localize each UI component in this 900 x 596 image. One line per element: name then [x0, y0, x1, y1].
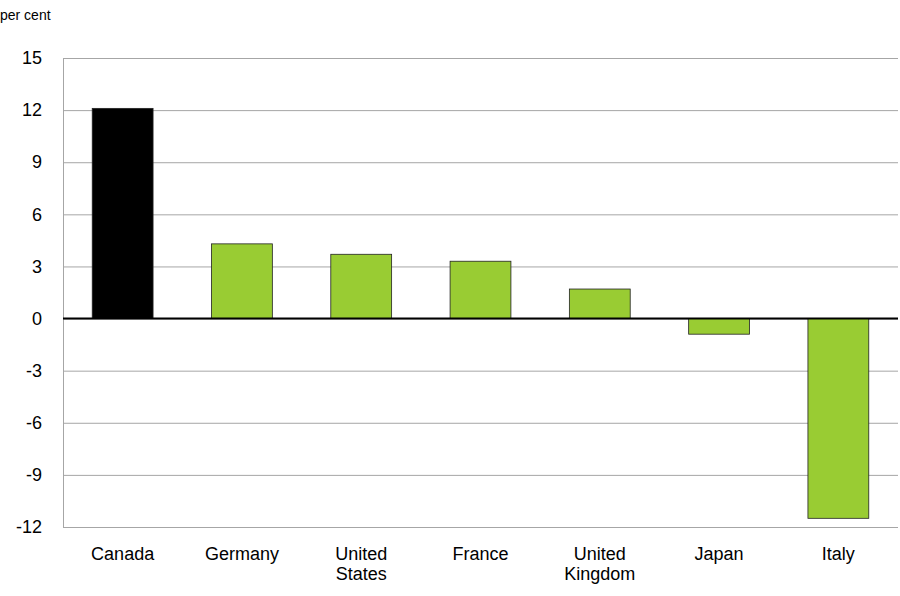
bar — [92, 108, 153, 318]
zero-line — [63, 318, 898, 320]
x-tick-label-line: United — [335, 544, 387, 564]
y-tick: -6 — [26, 413, 898, 433]
x-tick-label: Japan — [695, 544, 744, 564]
x-tick: Canada — [91, 527, 155, 564]
grid-line — [63, 214, 898, 215]
y-tick-label: 15 — [22, 48, 42, 68]
bar — [331, 254, 392, 318]
x-tick-label-line: United — [574, 544, 626, 564]
x-tick-label-line: Canada — [91, 544, 155, 564]
bar — [450, 261, 511, 318]
y-tick-label: -6 — [26, 413, 42, 433]
x-tick: UnitedStates — [335, 527, 387, 584]
grid-line — [63, 423, 898, 424]
x-axis: CanadaGermanyUnitedStatesFranceUnitedKin… — [91, 527, 855, 584]
x-tick-label-line: France — [452, 544, 508, 564]
grid-line — [63, 110, 898, 111]
bar — [569, 289, 630, 319]
y-tick: -9 — [26, 465, 898, 485]
x-tick-label-line: Japan — [695, 544, 744, 564]
y-tick-label: -9 — [26, 465, 42, 485]
y-tick-label: 12 — [22, 100, 42, 120]
bars — [92, 108, 869, 518]
y-tick-label: 3 — [32, 257, 42, 277]
grid-line — [63, 58, 898, 59]
y-tick-label: 6 — [32, 205, 42, 225]
grid-line — [63, 475, 898, 476]
x-tick-label: France — [452, 544, 508, 564]
grid-line — [63, 371, 898, 372]
y-axis: -12 -9 -6 -3 0 3 6 9 12 15 — [16, 48, 898, 537]
x-tick-label: Italy — [822, 544, 855, 564]
y-tick-label: -3 — [26, 361, 42, 381]
grid-line — [63, 527, 898, 528]
y-tick-label: 0 — [32, 309, 42, 329]
x-tick-label-line: States — [336, 564, 387, 584]
x-tick-label: Germany — [205, 544, 279, 564]
x-tick-label-line: Germany — [205, 544, 279, 564]
x-tick: UnitedKingdom — [564, 527, 635, 584]
grid-line — [63, 319, 898, 320]
y-tick: -12 — [16, 517, 898, 537]
y-axis-label: per cent — [0, 7, 51, 23]
bar — [808, 319, 869, 519]
x-tick: Italy — [822, 527, 855, 564]
x-tick-label-line: Kingdom — [564, 564, 635, 584]
grid-line — [63, 162, 898, 163]
y-tick: 9 — [32, 152, 898, 172]
y-axis-line — [64, 59, 899, 528]
x-tick-label: UnitedStates — [335, 544, 387, 585]
y-tick: 15 — [22, 48, 898, 68]
y-tick-label: -12 — [16, 517, 42, 537]
x-tick-label: Canada — [91, 544, 155, 564]
y-tick: 6 — [32, 205, 898, 225]
y-tick-label: 9 — [32, 152, 42, 172]
x-tick-label-line: Italy — [822, 544, 855, 564]
y-tick: -3 — [26, 361, 898, 381]
x-tick: France — [452, 527, 508, 564]
x-tick-label: UnitedKingdom — [564, 544, 635, 585]
bar — [689, 319, 750, 335]
x-tick: Japan — [695, 527, 744, 564]
chart: -12-9-6-303691215CanadaGermanyUnitedStat… — [0, 0, 900, 596]
plot: -12-9-6-303691215CanadaGermanyUnitedStat… — [16, 48, 898, 584]
x-tick: Germany — [205, 527, 279, 564]
bar — [212, 244, 273, 319]
